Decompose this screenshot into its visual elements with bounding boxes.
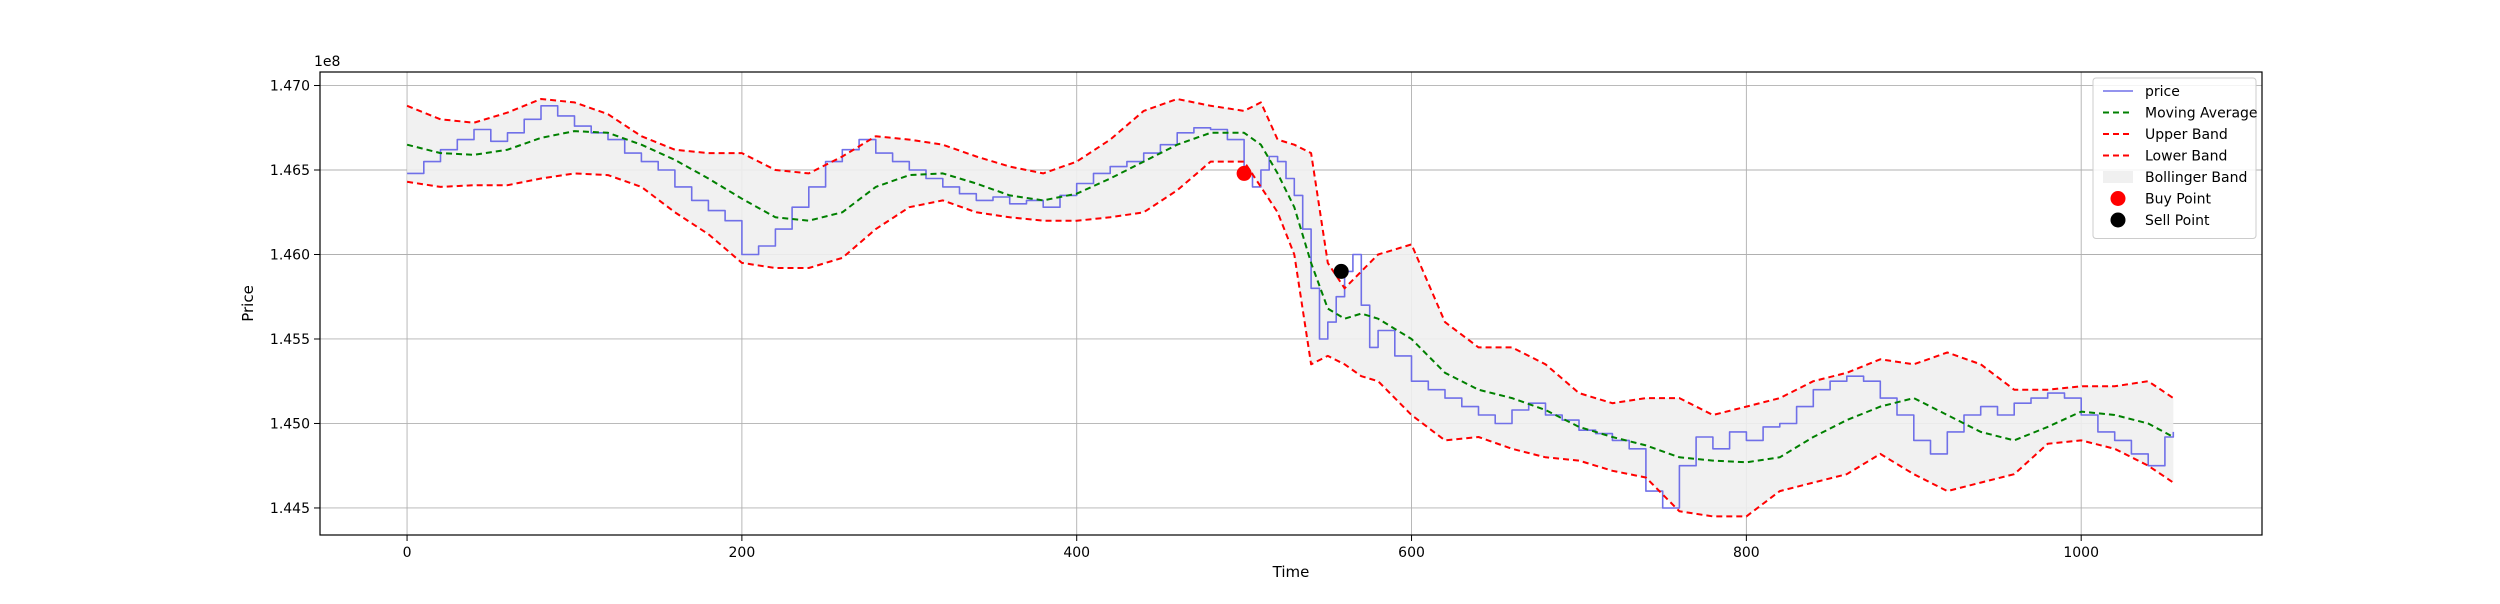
y-axis-label: Price [239, 285, 257, 322]
buy-point-marker [1236, 165, 1252, 181]
x-tick-label: 200 [729, 545, 756, 561]
y-tick-label: 1.455 [270, 332, 310, 348]
x-tick-label: 600 [1398, 545, 1425, 561]
band-fill-layer [407, 99, 2174, 517]
price-line [407, 105, 2175, 509]
y-tick-label: 1.465 [270, 163, 310, 179]
y-tick-label: 1.450 [270, 416, 310, 432]
y-tick-label: 1.470 [270, 79, 310, 95]
y-tick-label: 1.445 [270, 501, 310, 517]
legend-lower-band-label: Lower Band [2145, 149, 2227, 165]
x-tick-label: 1000 [2063, 545, 2099, 561]
y-axis-offset-label: 1e8 [314, 54, 340, 70]
series-layer [406, 98, 2175, 518]
legend-bollinger-band-swatch [2103, 171, 2133, 183]
legend-bollinger-band-label: Bollinger Band [2145, 170, 2247, 186]
legend-buy-point-swatch [2110, 191, 2126, 206]
tick-layer: 0 200 400 600 800 1000 1.445 1.450 1.455 1.460 1.4… [270, 79, 2099, 561]
bollinger-band-fill [407, 99, 2174, 517]
sell-point-marker [1333, 263, 1349, 279]
x-tick-label: 800 [1733, 545, 1760, 561]
legend-box [2092, 77, 2257, 239]
plot-frame [319, 71, 2263, 536]
x-tick-label: 400 [1063, 545, 1090, 561]
y-tick-label: 1.460 [270, 247, 310, 263]
legend-price-label: price [2145, 84, 2180, 100]
legend-moving-average-label: Moving Average [2145, 106, 2258, 122]
legend-upper-band-label: Upper Band [2145, 127, 2228, 143]
legend-sell-point-label: Sell Point [2145, 213, 2210, 229]
upper-band-line [406, 98, 2174, 416]
x-tick-label: 0 [403, 545, 412, 561]
x-axis-label: Time [1272, 563, 1310, 581]
legend: price Moving Average Upper Band Lower Ba… [2092, 77, 2258, 239]
legend-buy-point-label: Buy Point [2145, 192, 2211, 208]
lower-band-line [406, 160, 2174, 518]
marker-layer [1236, 165, 1349, 279]
moving-average-line [406, 130, 2174, 464]
legend-sell-point-swatch [2110, 212, 2126, 228]
